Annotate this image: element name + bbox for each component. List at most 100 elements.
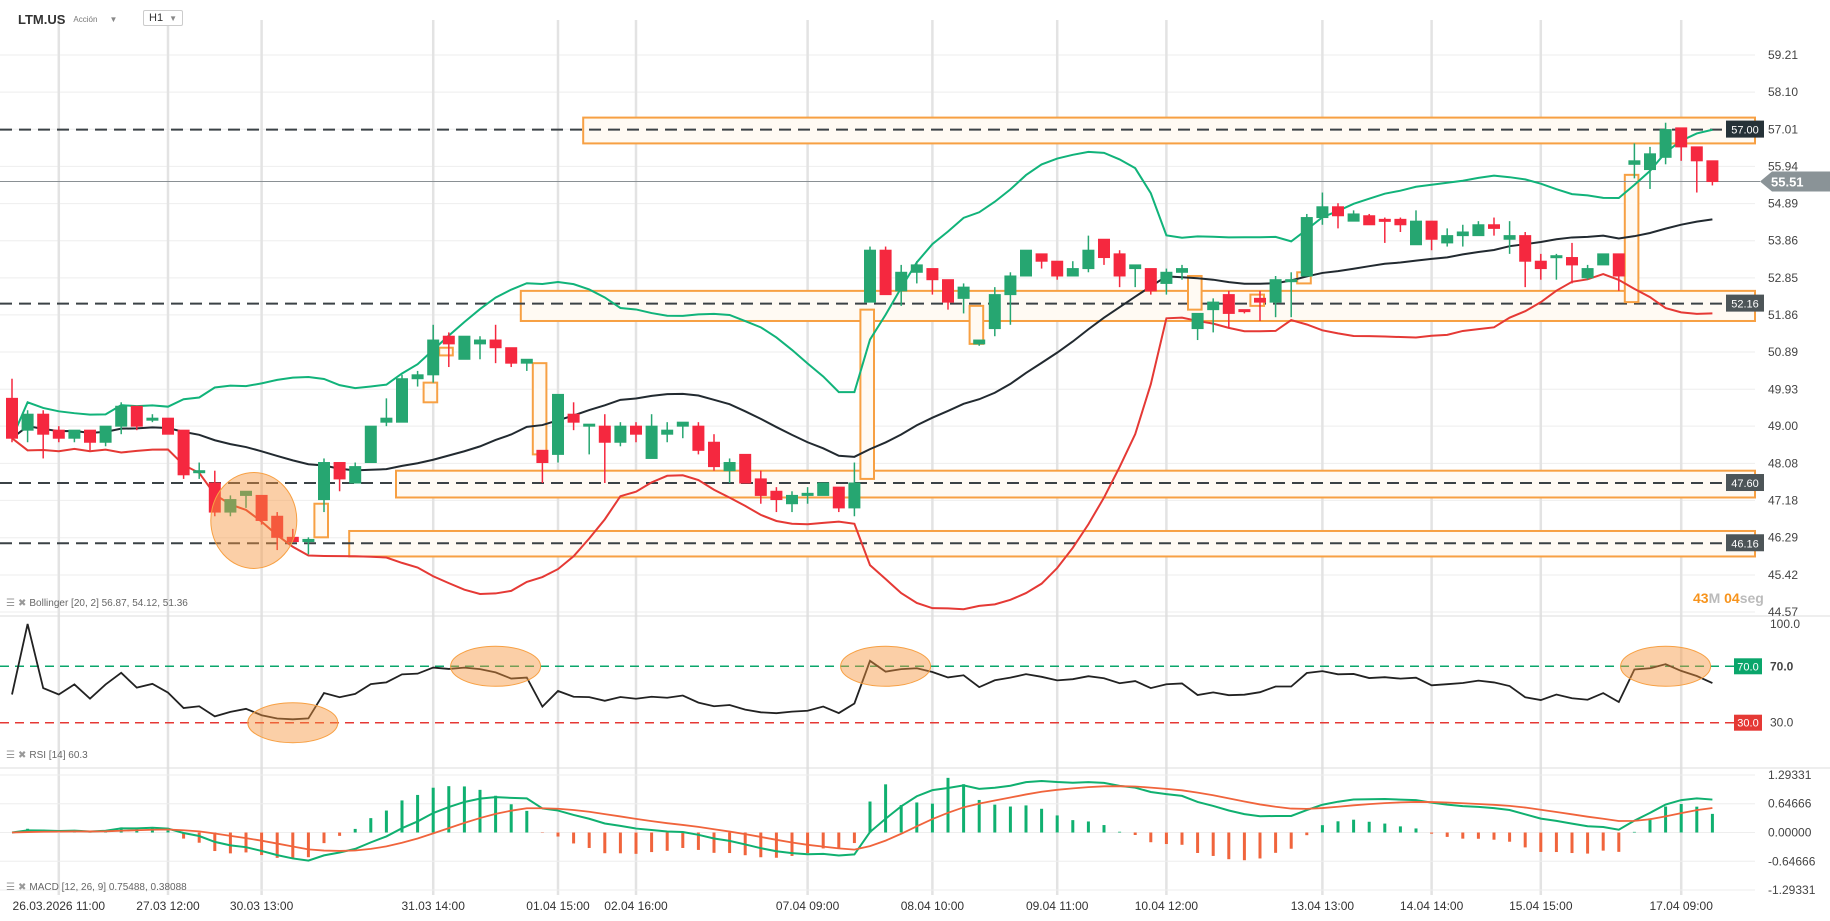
candle-body: [708, 441, 720, 468]
candle-body: [1004, 275, 1017, 296]
candle-body: [832, 486, 845, 509]
candle-body: [864, 249, 876, 303]
time-axis-label: 01.04 15:00: [526, 899, 590, 913]
candle: [1441, 228, 1454, 247]
candle-body: [942, 279, 954, 303]
candle: [505, 347, 518, 368]
symbol-selector[interactable]: LTM.US Acción ▼: [18, 8, 117, 30]
candle-body: [973, 339, 986, 345]
candle-body: [115, 405, 128, 427]
candle-body: [692, 425, 705, 451]
candle: [1690, 146, 1703, 193]
candle: [645, 414, 658, 459]
macd-axis-label: 1.29331: [1768, 768, 1812, 782]
candle: [1004, 272, 1017, 325]
settings-icon[interactable]: ☰: [6, 882, 15, 893]
macd-axis-label: 0.00000: [1768, 826, 1812, 840]
candle-body: [1472, 224, 1485, 237]
candle-body: [739, 453, 752, 484]
candle-body: [1082, 249, 1095, 270]
chevron-down-icon[interactable]: ▼: [109, 14, 118, 24]
candle: [1628, 143, 1641, 179]
candle-body: [1035, 253, 1048, 262]
candle-body: [1144, 268, 1157, 292]
candle: [458, 335, 471, 360]
settings-icon[interactable]: ☰: [6, 598, 15, 609]
close-icon[interactable]: ✖: [17, 598, 27, 609]
candle-body: [52, 429, 65, 439]
candle-body: [926, 268, 939, 281]
candle-body: [583, 423, 596, 427]
candle-body: [801, 492, 814, 496]
time-axis-label: 13.04 13:00: [1291, 899, 1355, 913]
candle-body: [1456, 231, 1469, 237]
candle: [411, 370, 424, 387]
candle-body: [1675, 127, 1688, 148]
gap-box: [859, 308, 876, 480]
candle-body: [271, 515, 284, 538]
candle: [973, 339, 986, 346]
candle-body: [1612, 253, 1625, 277]
candle-body: [1581, 268, 1594, 279]
candle: [1098, 238, 1110, 265]
close-icon[interactable]: ✖: [17, 882, 27, 893]
candle: [1285, 272, 1298, 318]
candle: [676, 421, 689, 439]
candle-body: [6, 397, 18, 439]
candle-body: [505, 347, 518, 364]
candle: [1020, 249, 1032, 277]
candle-body: [879, 249, 892, 296]
price-axis-label: 57.01: [1768, 122, 1798, 136]
candle: [1503, 221, 1516, 254]
candle-body: [333, 462, 346, 480]
candle: [240, 490, 252, 508]
candle-body: [1129, 264, 1142, 270]
candle-body: [957, 286, 970, 299]
candle: [786, 491, 798, 513]
candle: [598, 414, 611, 484]
candle: [1347, 210, 1360, 222]
candle-body: [21, 413, 34, 431]
timer-sec-unit: seg: [1739, 590, 1764, 606]
candle-body: [130, 405, 143, 427]
candle: [255, 494, 268, 525]
candle-body: [1020, 249, 1032, 277]
price-axis-label: 49.00: [1768, 419, 1798, 433]
candle-body: [552, 393, 564, 455]
price-axis-label: 46.29: [1768, 531, 1798, 545]
candle: [396, 374, 408, 423]
candle-body: [1425, 220, 1438, 240]
candle-body: [1207, 301, 1220, 311]
candle-body: [146, 417, 159, 421]
close-icon[interactable]: ✖: [17, 750, 27, 761]
rsi-level-chip-label: 70.0: [1737, 661, 1758, 673]
candle: [224, 495, 237, 517]
price-axis-label: 59.21: [1768, 48, 1798, 62]
candle: [1035, 253, 1048, 269]
candle-body: [1254, 297, 1266, 303]
time-axis-label: 26.03.2026 11:00: [13, 899, 106, 913]
candle: [552, 393, 564, 463]
candle-body: [520, 358, 533, 364]
time-axis-label: 10.04 12:00: [1135, 899, 1199, 913]
timeframe-select[interactable]: H1 ▼: [143, 10, 183, 26]
support-resistance-zone: [395, 469, 1756, 499]
rsi-axis-label: 70.0: [1770, 659, 1794, 673]
candle: [817, 482, 830, 496]
candle: [162, 417, 174, 435]
candle: [1238, 309, 1251, 314]
candle: [1269, 275, 1282, 318]
highlight-ellipse: [210, 471, 298, 569]
candle-body: [162, 417, 174, 435]
candle: [1472, 221, 1485, 237]
candle-body: [1550, 255, 1563, 259]
candle: [52, 426, 65, 443]
candle-body: [1690, 146, 1703, 162]
level-chip-label: 52.16: [1731, 299, 1759, 311]
candle-body: [723, 462, 736, 472]
candle: [614, 422, 627, 447]
candle-body: [1222, 294, 1235, 314]
candle: [1410, 210, 1422, 246]
settings-icon[interactable]: ☰: [6, 750, 15, 761]
